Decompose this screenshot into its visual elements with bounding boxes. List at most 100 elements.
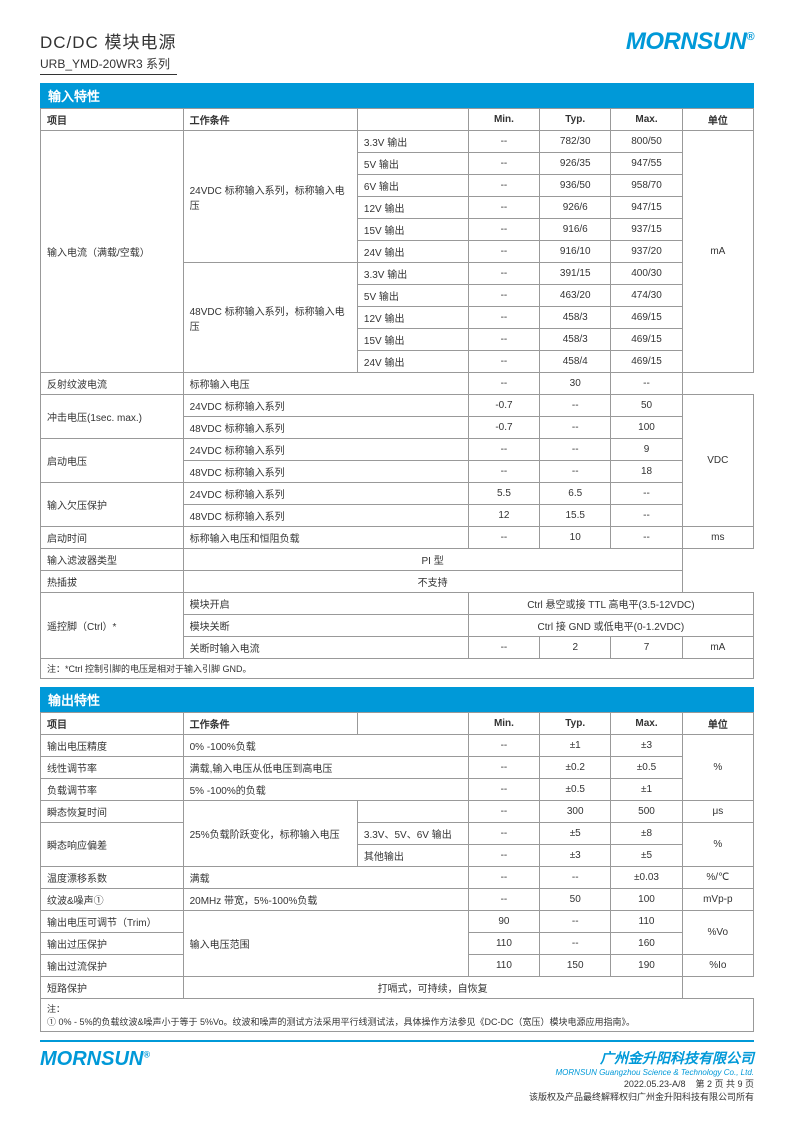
col-header: 工作条件 [183, 713, 357, 735]
span-cell: 不支持 [183, 571, 682, 593]
unit-cell: ms [682, 527, 753, 549]
min-cell: -- [468, 263, 539, 285]
condition-cell: 模块开启 [183, 593, 468, 615]
min-cell: -- [468, 197, 539, 219]
col-header: Max. [611, 713, 682, 735]
sub-cell: 其他输出 [357, 845, 468, 867]
item-cell: 输入欠压保护 [41, 483, 184, 527]
item-cell: 温度漂移系数 [41, 867, 184, 889]
sub-cell: 5V 输出 [357, 153, 468, 175]
footer-logo: MORNSUN® [40, 1048, 150, 1071]
col-header: Typ. [540, 109, 611, 131]
max-cell: 469/15 [611, 307, 682, 329]
condition-cell: 模块关断 [183, 615, 468, 637]
item-cell: 线性调节率 [41, 757, 184, 779]
page-footer: MORNSUN® 广州金升阳科技有限公司 MORNSUN Guangzhou S… [40, 1040, 754, 1103]
col-header: Typ. [540, 713, 611, 735]
sub-cell: 5V 输出 [357, 285, 468, 307]
typ-cell: 458/3 [540, 329, 611, 351]
typ-cell: 391/15 [540, 263, 611, 285]
min-cell: -0.7 [468, 417, 539, 439]
min-cell: -- [468, 439, 539, 461]
min-cell: -0.7 [468, 395, 539, 417]
max-cell: 500 [611, 801, 682, 823]
footer-company-en: MORNSUN Guangzhou Science & Technology C… [529, 1068, 754, 1077]
min-cell: -- [468, 637, 539, 659]
min-cell: -- [468, 351, 539, 373]
typ-cell: 916/10 [540, 241, 611, 263]
condition-cell: 标称输入电压和恒阻负载 [183, 527, 468, 549]
typ-cell: -- [540, 439, 611, 461]
min-cell: -- [468, 373, 539, 395]
sub-cell: 15V 输出 [357, 219, 468, 241]
sub-cell: 3.3V、5V、6V 输出 [357, 823, 468, 845]
item-cell: 启动电压 [41, 439, 184, 483]
max-cell: 160 [611, 933, 682, 955]
item-cell: 负载调节率 [41, 779, 184, 801]
max-cell: 800/50 [611, 131, 682, 153]
typ-cell: 916/6 [540, 219, 611, 241]
typ-cell: ±3 [540, 845, 611, 867]
unit-cell: mVp-p [682, 889, 753, 911]
max-cell: ±1 [611, 779, 682, 801]
condition-cell: 20MHz 带宽，5%-100%负载 [183, 889, 468, 911]
max-cell: 958/70 [611, 175, 682, 197]
typ-cell: 150 [540, 955, 611, 977]
typ-cell: -- [540, 395, 611, 417]
typ-cell: ±0.2 [540, 757, 611, 779]
min-cell: -- [468, 285, 539, 307]
min-cell: -- [468, 867, 539, 889]
item-cell: 启动时间 [41, 527, 184, 549]
max-cell: ±3 [611, 735, 682, 757]
col-header: 工作条件 [183, 109, 357, 131]
col-header [357, 109, 468, 131]
typ-cell: 936/50 [540, 175, 611, 197]
col-header: 单位 [682, 713, 753, 735]
footer-company: 广州金升阳科技有限公司 [529, 1048, 754, 1068]
typ-cell: 50 [540, 889, 611, 911]
table-note: 注： ① 0% - 5%的负载纹波&噪声小于等于 5%Vo。纹波和噪声的测试方法… [41, 999, 754, 1032]
doc-series: URB_YMD-20WR3 系列 [40, 55, 177, 75]
typ-cell: 10 [540, 527, 611, 549]
min-cell: -- [468, 889, 539, 911]
min-cell: 12 [468, 505, 539, 527]
condition-cell: 0% -100%负载 [183, 735, 468, 757]
sub-cell: 3.3V 输出 [357, 131, 468, 153]
typ-cell: ±5 [540, 823, 611, 845]
unit-cell: mA [682, 131, 753, 373]
item-cell: 遥控脚（Ctrl）* [41, 593, 184, 659]
condition-cell: 48VDC 标称输入系列 [183, 461, 468, 483]
min-cell: -- [468, 329, 539, 351]
item-cell: 输出电压精度 [41, 735, 184, 757]
typ-cell: -- [540, 417, 611, 439]
min-cell: -- [468, 845, 539, 867]
span-cell: Ctrl 接 GND 或低电平(0-1.2VDC) [468, 615, 753, 637]
typ-cell: ±1 [540, 735, 611, 757]
item-cell: 瞬态响应偏差 [41, 823, 184, 867]
min-cell: -- [468, 241, 539, 263]
max-cell: 190 [611, 955, 682, 977]
footer-meta: 2022.05.23-A/8 第 2 页 共 9 页 [529, 1077, 754, 1090]
condition-cell: 满载,输入电压从低电压到高电压 [183, 757, 468, 779]
section1-header: 输入特性 [40, 83, 754, 108]
span-cell: Ctrl 悬空或接 TTL 高电平(3.5-12VDC) [468, 593, 753, 615]
doc-title: DC/DC 模块电源 [40, 28, 177, 53]
sub-cell: 6V 输出 [357, 175, 468, 197]
min-cell: -- [468, 779, 539, 801]
unit-cell: μs [682, 801, 753, 823]
condition-cell: 48VDC 标称输入系列 [183, 417, 468, 439]
min-cell: -- [468, 823, 539, 845]
item-cell: 短路保护 [41, 977, 184, 999]
col-header: 项目 [41, 109, 184, 131]
typ-cell: -- [540, 911, 611, 933]
col-header [357, 713, 468, 735]
typ-cell: 926/6 [540, 197, 611, 219]
min-cell: -- [468, 219, 539, 241]
typ-cell: 15.5 [540, 505, 611, 527]
condition-cell: 满载 [183, 867, 468, 889]
max-cell: 937/20 [611, 241, 682, 263]
max-cell: ±5 [611, 845, 682, 867]
typ-cell: 300 [540, 801, 611, 823]
typ-cell: -- [540, 867, 611, 889]
max-cell: 937/15 [611, 219, 682, 241]
